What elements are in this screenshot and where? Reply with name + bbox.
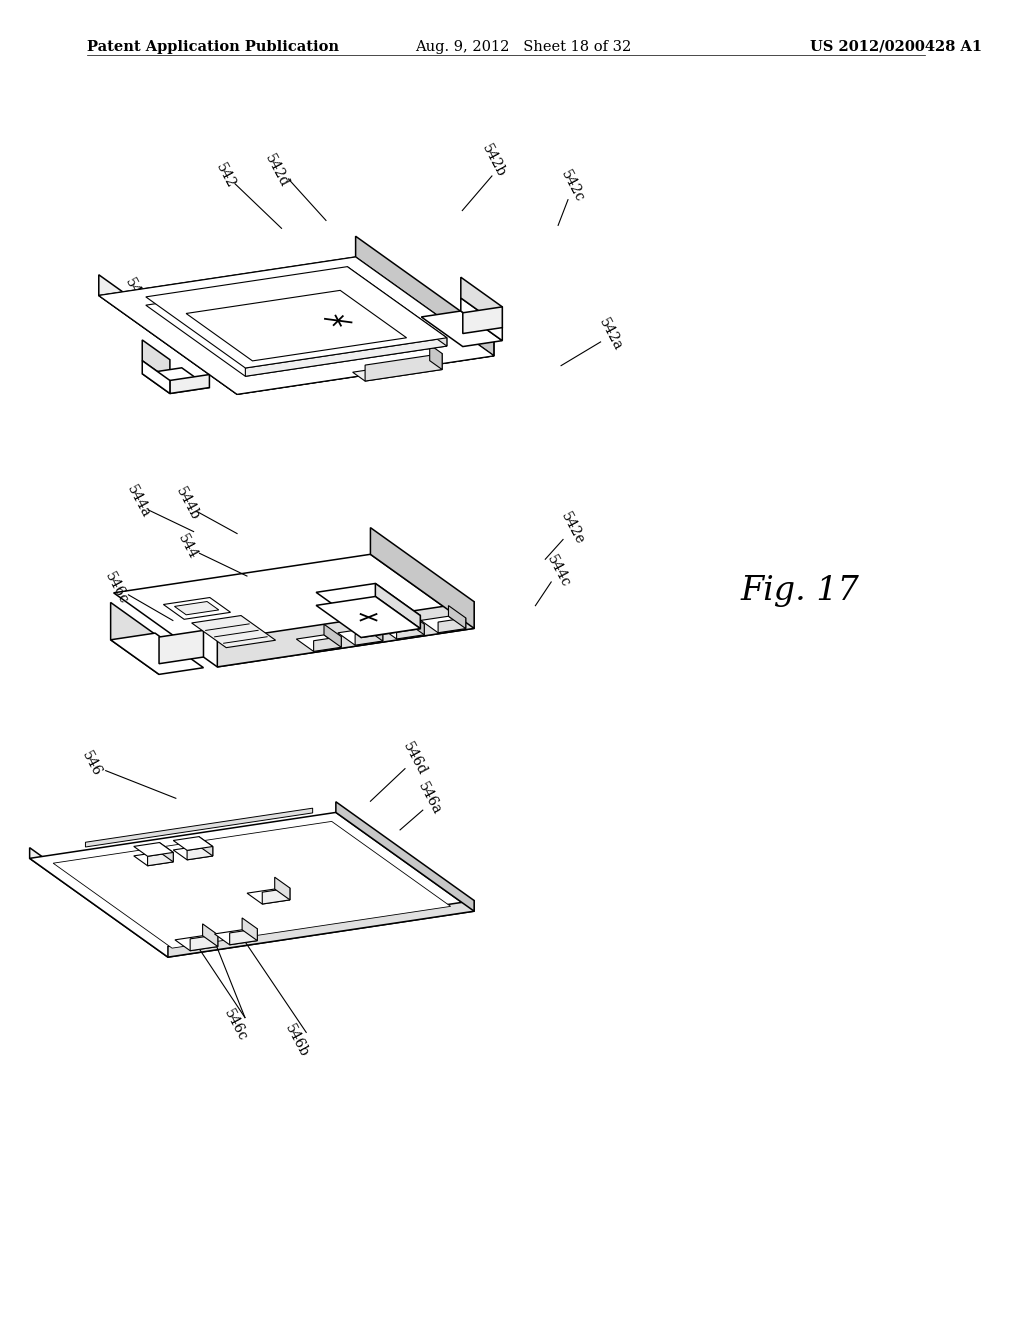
Polygon shape (407, 611, 424, 635)
Polygon shape (421, 616, 466, 632)
Polygon shape (111, 602, 159, 675)
Polygon shape (396, 624, 424, 639)
Polygon shape (174, 602, 219, 615)
Polygon shape (30, 812, 474, 957)
Text: 546a: 546a (416, 780, 444, 817)
Text: 542: 542 (213, 161, 238, 191)
Polygon shape (173, 837, 213, 850)
Polygon shape (376, 583, 420, 628)
Polygon shape (296, 635, 341, 651)
Polygon shape (313, 636, 341, 651)
Text: 544c: 544c (544, 553, 572, 590)
Polygon shape (191, 615, 275, 648)
Text: 542b: 542b (479, 143, 508, 180)
Polygon shape (238, 335, 494, 395)
Polygon shape (242, 917, 257, 941)
Polygon shape (187, 846, 213, 859)
Text: 542e: 542e (559, 510, 587, 548)
Polygon shape (168, 900, 474, 957)
Polygon shape (145, 275, 446, 376)
Polygon shape (324, 624, 341, 647)
Polygon shape (366, 618, 383, 642)
Text: Patent Application Publication: Patent Application Publication (87, 40, 339, 54)
Polygon shape (170, 375, 210, 393)
Polygon shape (461, 277, 503, 327)
Polygon shape (98, 257, 494, 395)
Text: 542c: 542c (559, 168, 587, 205)
Text: 544: 544 (175, 532, 200, 561)
Polygon shape (145, 267, 446, 368)
Polygon shape (160, 842, 173, 862)
Polygon shape (199, 837, 213, 855)
Polygon shape (347, 267, 446, 346)
Polygon shape (352, 360, 442, 381)
Polygon shape (111, 634, 204, 675)
Polygon shape (461, 298, 503, 341)
Polygon shape (173, 846, 213, 859)
Text: Fig. 17: Fig. 17 (740, 574, 860, 607)
Polygon shape (98, 275, 238, 395)
Polygon shape (142, 368, 210, 393)
Text: 544b: 544b (173, 484, 202, 523)
Text: 546b: 546b (282, 1022, 311, 1059)
Polygon shape (274, 878, 290, 900)
Polygon shape (217, 602, 474, 667)
Polygon shape (175, 936, 218, 950)
Polygon shape (142, 341, 170, 380)
Polygon shape (247, 890, 290, 904)
Polygon shape (203, 924, 218, 946)
Polygon shape (379, 623, 424, 639)
Text: 544a: 544a (124, 483, 153, 520)
Polygon shape (355, 631, 383, 645)
Text: 542a: 542a (122, 276, 151, 313)
Polygon shape (85, 808, 312, 847)
Text: 542a: 542a (596, 315, 625, 352)
Polygon shape (186, 290, 407, 360)
Polygon shape (98, 257, 494, 395)
Polygon shape (366, 354, 442, 381)
Text: 546c: 546c (102, 569, 131, 606)
Polygon shape (190, 935, 218, 950)
Text: US 2012/0200428 A1: US 2012/0200428 A1 (810, 40, 982, 54)
Polygon shape (463, 306, 503, 334)
Text: 546c: 546c (221, 1007, 249, 1044)
Polygon shape (142, 360, 170, 393)
Polygon shape (246, 338, 446, 376)
Polygon shape (371, 528, 474, 628)
Polygon shape (449, 606, 466, 628)
Polygon shape (229, 929, 257, 945)
Polygon shape (316, 597, 420, 638)
Polygon shape (147, 853, 173, 866)
Polygon shape (361, 615, 420, 638)
Polygon shape (53, 821, 451, 948)
Polygon shape (336, 801, 474, 911)
Text: Aug. 9, 2012   Sheet 18 of 32: Aug. 9, 2012 Sheet 18 of 32 (415, 40, 631, 54)
Polygon shape (30, 847, 168, 957)
Polygon shape (114, 554, 474, 667)
Polygon shape (316, 583, 420, 624)
Polygon shape (164, 598, 230, 619)
Polygon shape (338, 628, 383, 645)
Polygon shape (262, 888, 290, 904)
Polygon shape (421, 312, 503, 347)
Polygon shape (159, 631, 204, 664)
Polygon shape (134, 851, 173, 866)
Polygon shape (430, 345, 442, 370)
Text: 546d: 546d (400, 741, 429, 777)
Polygon shape (438, 618, 466, 632)
Text: 546: 546 (80, 748, 104, 779)
Polygon shape (134, 842, 173, 857)
Text: 542d: 542d (262, 152, 291, 190)
Polygon shape (355, 236, 494, 356)
Polygon shape (214, 929, 257, 945)
